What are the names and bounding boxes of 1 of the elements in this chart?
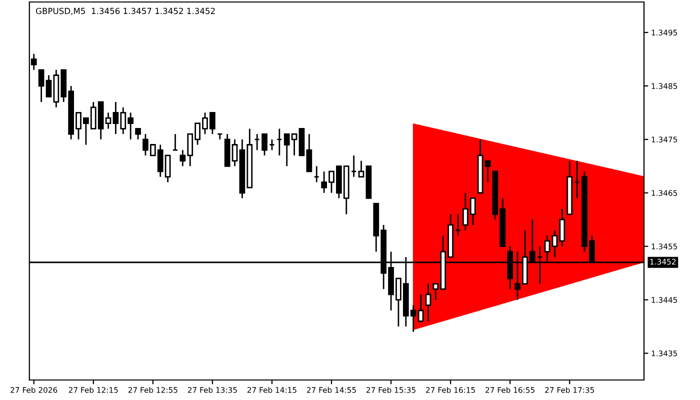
text: GBPUSD,M5 1.3456 1.3457 1.3452 1.3452 <box>36 8 215 15</box>
